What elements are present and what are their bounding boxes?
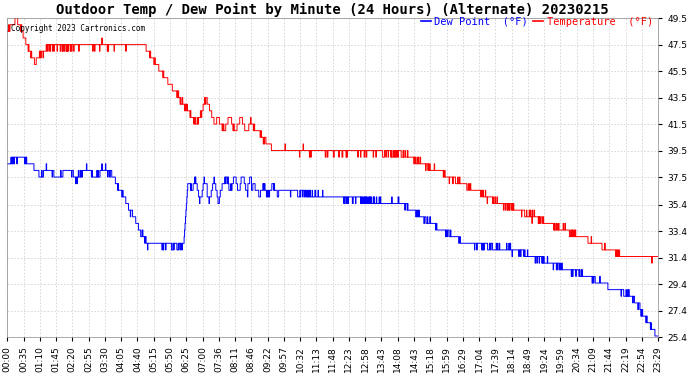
Text: Copyright 2023 Cartronics.com: Copyright 2023 Cartronics.com [10,24,145,33]
Title: Outdoor Temp / Dew Point by Minute (24 Hours) (Alternate) 20230215: Outdoor Temp / Dew Point by Minute (24 H… [57,3,609,17]
Legend: Dew Point  (°F), Temperature  (°F): Dew Point (°F), Temperature (°F) [416,13,657,31]
